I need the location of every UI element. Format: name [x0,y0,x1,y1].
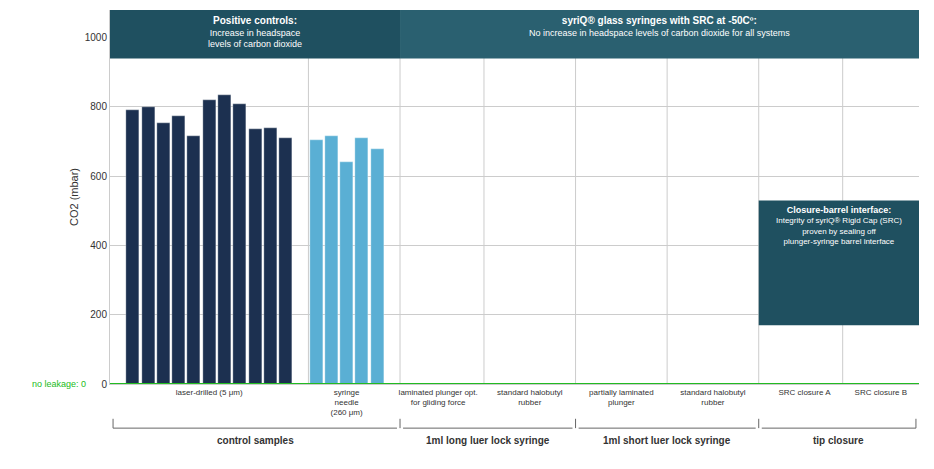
svg-text:1ml short luer lock syringe: 1ml short luer lock syringe [603,435,731,446]
svg-text:1ml long luer lock syringe: 1ml long luer lock syringe [426,435,550,446]
svg-text:800: 800 [90,101,107,112]
svg-text:standard halobutylrubber: standard halobutylrubber [497,388,563,407]
svg-text:Closure-barrel interface:Integ: Closure-barrel interface:Integrity of sy… [776,205,902,246]
svg-text:0: 0 [101,379,107,390]
svg-text:no leakage: 0: no leakage: 0 [32,379,86,389]
svg-text:syringeneedle(260 μm): syringeneedle(260 μm) [331,388,364,418]
svg-text:1000: 1000 [85,32,108,43]
svg-text:600: 600 [90,171,107,182]
svg-text:CO2 (mbar): CO2 (mbar) [68,168,80,226]
svg-text:laser-drilled (5 μm): laser-drilled (5 μm) [176,388,243,397]
svg-text:Positive controls:Increase in: Positive controls:Increase in headspacel… [208,15,302,49]
svg-text:laminated plunger opt.for glid: laminated plunger opt.for gliding force [399,388,478,407]
svg-text:syriQ® glass syringes with SRC: syriQ® glass syringes with SRC at -50Cº:… [529,15,790,38]
svg-text:400: 400 [90,240,107,251]
svg-text:SRC closure B: SRC closure B [855,388,907,397]
svg-text:standard halobutylrubber: standard halobutylrubber [680,388,746,407]
svg-text:tip closure: tip closure [813,435,864,446]
svg-text:control samples: control samples [217,435,294,446]
svg-text:SRC closure A: SRC closure A [779,388,832,397]
svg-text:200: 200 [90,309,107,320]
svg-text:partially laminatedplunger: partially laminatedplunger [589,388,653,407]
